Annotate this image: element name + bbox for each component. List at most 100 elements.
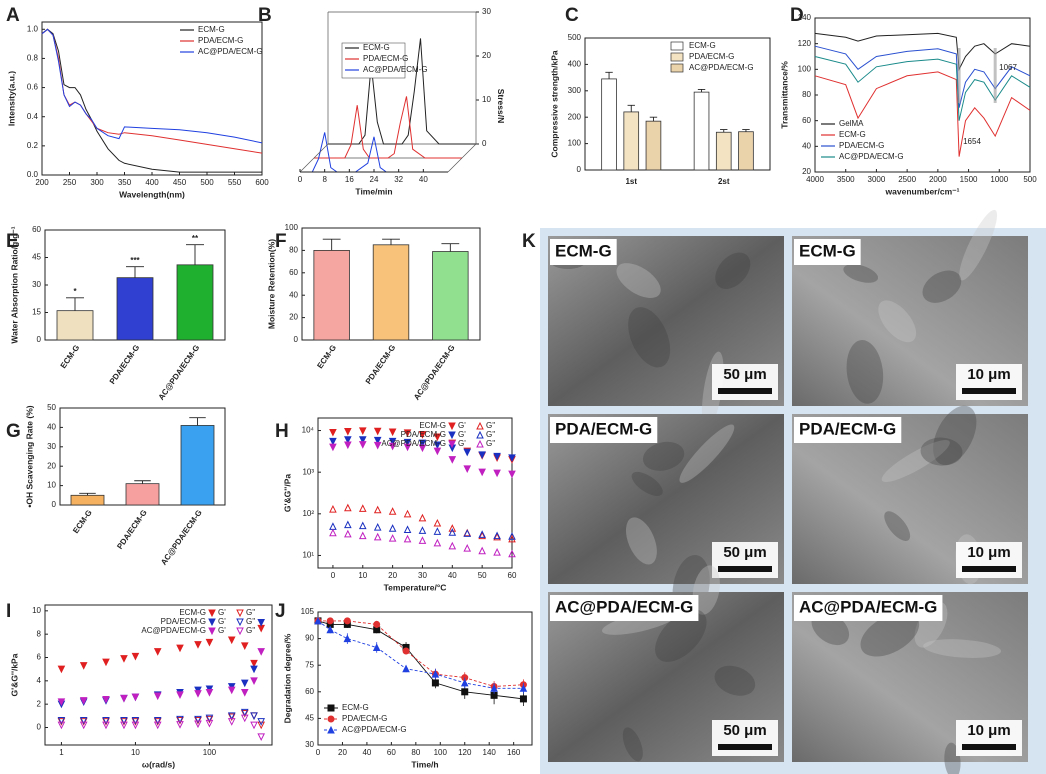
x-tick-label: 2500 (898, 175, 916, 184)
data-point (257, 721, 265, 730)
data-point (194, 715, 202, 724)
panel-letter: A (6, 5, 20, 26)
x-tick-label: 1st (625, 177, 637, 186)
y-tick-label: 100 (798, 64, 812, 73)
x-tick-label: 1000 (990, 175, 1008, 184)
y-tick-label: 10³ (302, 467, 314, 476)
data-point (131, 721, 140, 730)
error-bar (720, 129, 728, 133)
legend-label: G' (218, 626, 226, 635)
plot-frame (584, 37, 771, 171)
x-tick-label: 60 (508, 571, 517, 580)
legend-label: G'' (486, 430, 496, 439)
data-point (358, 504, 367, 512)
image-label: PDA/ECM-G (799, 419, 896, 438)
y-tick-label: 50 (47, 403, 56, 412)
y-tick-label: 400 (568, 60, 582, 69)
data-point (373, 522, 382, 531)
data-point (358, 531, 367, 540)
image-label: ECM-G (799, 241, 856, 260)
sem-texture (933, 405, 977, 466)
data-point (205, 689, 214, 697)
image-label: PDA/ECM-G (555, 419, 652, 438)
data-point (418, 431, 427, 439)
sem-texture (860, 612, 920, 657)
y-tick-label: 8 (37, 629, 42, 638)
x-tick-label: PDA/ECM-G (108, 343, 142, 386)
data-point (329, 522, 337, 530)
data-point (448, 528, 457, 536)
data-line (300, 132, 448, 173)
panel-letter: G (6, 421, 21, 442)
y-axis-label: G'&G''/Pa (282, 474, 292, 512)
x-tick-label: 50 (478, 571, 487, 580)
legend-label: ECM-G (342, 703, 369, 712)
x-tick-label: 200 (35, 178, 49, 187)
data-point (120, 717, 128, 725)
legend-label: GelMA (839, 119, 864, 128)
bar (738, 131, 754, 171)
data-point (227, 718, 236, 726)
legend-marker (327, 725, 335, 734)
y-tick-label: 75 (305, 660, 314, 669)
y-axis-label: Transmittance/% (779, 61, 789, 129)
bar (715, 131, 732, 171)
x-tick-label: 40 (448, 571, 457, 580)
x-tick-label: 1500 (960, 175, 978, 184)
y-tick-label: 10 (47, 481, 56, 490)
y-tick-label: 20 (47, 461, 56, 470)
data-point (373, 427, 382, 436)
data-point (403, 509, 412, 518)
panel-letter: B (258, 5, 272, 26)
y-tick-label: 40 (802, 141, 811, 150)
data-point (57, 698, 66, 706)
x-tick-label: PDA/ECM-G (364, 343, 398, 386)
data-point (463, 448, 472, 457)
data-line (814, 71, 1031, 157)
data-point (257, 733, 265, 741)
y-tick-label: 60 (305, 687, 314, 696)
x-tick-label: 20 (388, 571, 397, 580)
y-tick-label: 0.2 (27, 141, 39, 150)
data-point (250, 721, 258, 730)
sem-texture (642, 441, 685, 471)
image-label-bg (550, 595, 699, 621)
data-point (240, 689, 249, 697)
x-tick-label: 3500 (837, 175, 855, 184)
data-point (403, 443, 412, 452)
data-point (463, 544, 472, 552)
y-tick-label: 30 (32, 280, 41, 289)
data-point (373, 532, 382, 541)
bar (623, 111, 640, 171)
data-point (373, 620, 381, 628)
data-point (493, 531, 501, 540)
y-tick-label: 0 (37, 723, 42, 732)
x-tick-label: ECM-G (71, 508, 94, 535)
y-tick-label: 0.8 (27, 54, 39, 63)
data-point (250, 659, 258, 668)
data-point (344, 503, 352, 512)
data-point (240, 679, 249, 688)
data-point (478, 531, 486, 540)
data-point (388, 437, 397, 446)
y-axis-label: Water Absorption Ratio/g·g⁻¹ (9, 226, 19, 343)
data-point (418, 439, 427, 448)
legend-marker (327, 715, 335, 723)
x-axis-label: wavenumber/cm⁻¹ (885, 186, 960, 196)
sem-texture (679, 424, 735, 483)
legend-marker (476, 439, 484, 448)
legend-marker (208, 609, 216, 618)
y-tick-label: 45 (305, 714, 314, 723)
x-tick-label: 40 (362, 748, 371, 757)
data-point (153, 692, 162, 701)
data-point (344, 427, 352, 436)
data-point (176, 644, 184, 653)
error-bar (742, 129, 750, 132)
y-tick-label: 20 (289, 313, 298, 322)
data-point (433, 538, 442, 547)
sem-texture (878, 300, 917, 343)
data-point (205, 719, 214, 728)
legend-label: PDA/ECM-G (198, 36, 243, 45)
sem-texture (631, 471, 663, 496)
